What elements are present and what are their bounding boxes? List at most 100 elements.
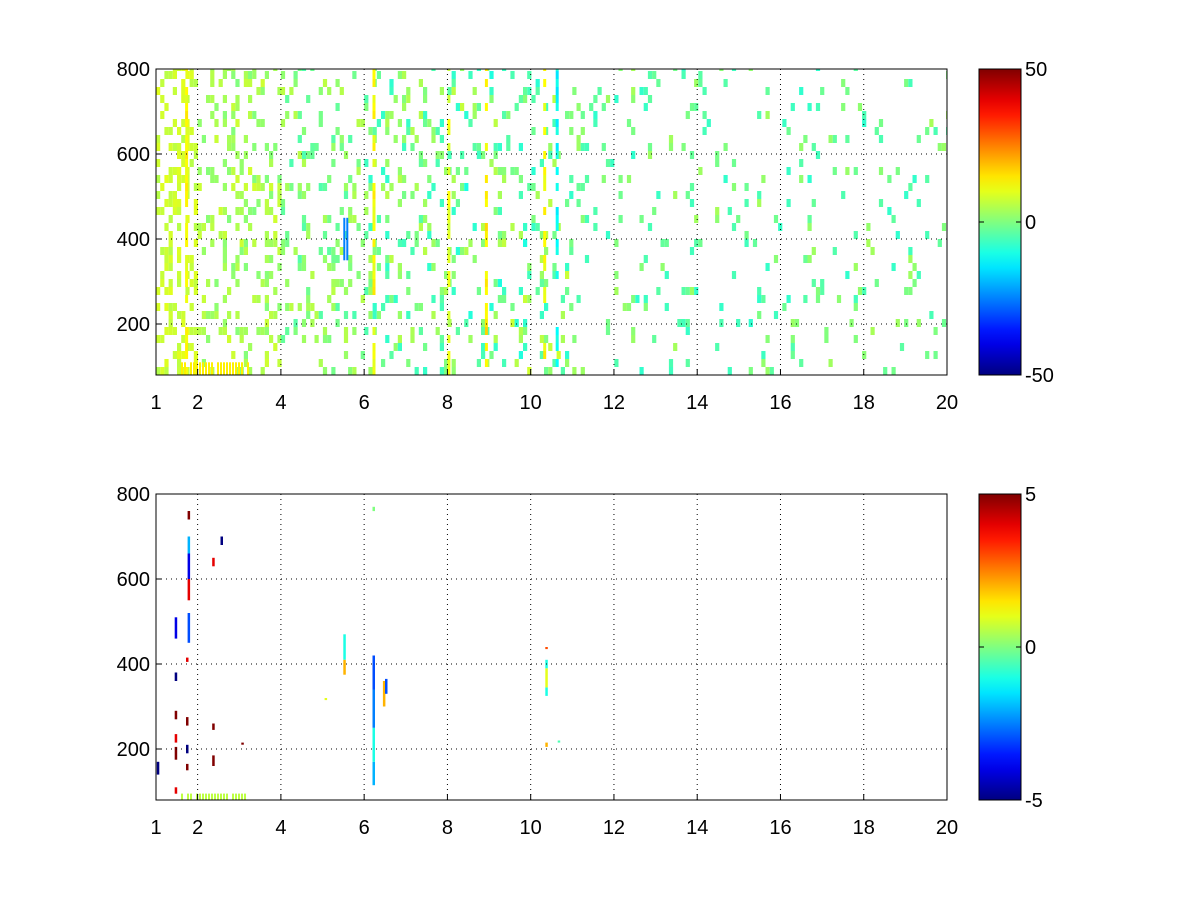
heatmap-cell [493, 279, 498, 287]
heatmap-cell [264, 239, 269, 247]
heatmap-cell [252, 207, 257, 215]
heatmap-cell [502, 287, 507, 295]
heatmap-cell [631, 327, 636, 335]
heatmap-cell [527, 183, 532, 191]
top-grid [156, 69, 947, 375]
heatmap-cell [273, 239, 278, 247]
heatmap-cell [895, 231, 900, 239]
heatmap-cell [484, 69, 488, 71]
heatmap-cell [372, 279, 376, 287]
heatmap-cell [527, 367, 532, 375]
heatmap-cell [164, 255, 169, 263]
heatmap-cell [531, 183, 536, 191]
x-tick-label: 2 [192, 392, 203, 414]
heatmap-cell [539, 335, 544, 343]
heatmap-cell [548, 199, 553, 207]
heatmap-cell [862, 119, 867, 127]
heatmap-cell [168, 127, 173, 135]
bottom-axes-frame [155, 493, 948, 801]
heatmap-cell [239, 167, 244, 175]
heatmap-cell [555, 69, 559, 71]
heatmap-cell [489, 95, 494, 103]
heatmap-cell [301, 335, 307, 343]
heatmap-cell [264, 207, 269, 215]
heatmap-cell [757, 311, 762, 319]
heatmap-cell [576, 103, 581, 111]
heatmap-cell [584, 175, 590, 183]
heatmap-cell [569, 191, 574, 199]
heatmap-cell [306, 287, 311, 295]
heatmap-cell [523, 319, 528, 327]
heatmap-cell [285, 111, 290, 119]
heatmap-cell [460, 151, 465, 159]
heatmap-cell [535, 79, 540, 87]
heatmap-cell [185, 175, 189, 183]
heatmap-cell [256, 175, 261, 183]
heatmap-cell [418, 111, 423, 119]
heatmap-cell [435, 239, 440, 247]
heatmap-cell [273, 69, 278, 71]
heatmap-cell [397, 167, 402, 175]
heatmap-cell [322, 367, 328, 375]
heatmap-cell [773, 215, 779, 223]
heatmap-cell [285, 183, 290, 191]
heatmap-cell [222, 119, 227, 127]
heatmap-cell [580, 111, 585, 119]
heatmap-cell [301, 151, 307, 159]
heatmap-cell [832, 247, 837, 255]
heatmap-cell [435, 127, 440, 135]
heatmap-cell [803, 295, 808, 303]
heatmap-cell [185, 87, 189, 95]
heatmap-cell [543, 151, 547, 159]
heatmap-cell [887, 175, 892, 183]
heatmap-cell [381, 303, 386, 311]
heatmap-cell [773, 311, 779, 319]
heatmap-cell [189, 279, 194, 287]
heatmap-cell [248, 71, 253, 79]
heatmap-cell [439, 199, 444, 207]
heatmap-cell [218, 207, 223, 215]
heatmap-cell [264, 359, 269, 367]
heatmap-cell [168, 215, 173, 223]
heatmap-cell [916, 135, 921, 143]
heatmap-cell [502, 359, 507, 367]
heatmap-cell [472, 87, 477, 95]
heatmap-cell [185, 103, 189, 111]
heatmap-cell [327, 263, 332, 271]
heatmap-segment [343, 659, 346, 675]
heatmap-cell [214, 279, 219, 287]
heatmap-cell [925, 231, 930, 239]
heatmap-cell [460, 69, 465, 71]
heatmap-cell [269, 191, 274, 199]
heatmap-cell [444, 167, 449, 175]
heatmap-cell [397, 263, 402, 271]
heatmap-cell [235, 367, 240, 375]
heatmap-segment [174, 787, 178, 794]
heatmap-cell [301, 69, 307, 71]
heatmap-cell [472, 143, 477, 151]
heatmap-cell [543, 351, 547, 359]
heatmap-cell [372, 69, 376, 71]
heatmap-cell [527, 271, 532, 279]
heatmap-cell [172, 119, 177, 127]
heatmap-cell [327, 335, 332, 343]
heatmap-cell [172, 87, 177, 95]
heatmap-cell [715, 159, 720, 167]
heatmap-cell [510, 223, 515, 231]
heatmap-cell [481, 343, 486, 351]
heatmap-cell [160, 367, 165, 375]
heatmap-cell [185, 327, 189, 335]
heatmap-cell [185, 271, 189, 279]
heatmap-cell [381, 183, 386, 191]
heatmap-cell [414, 367, 419, 375]
heatmap-cell [786, 167, 791, 175]
heatmap-cell [185, 127, 190, 135]
heatmap-cell [552, 271, 557, 279]
heatmap-cell [201, 295, 206, 303]
heatmap-cell [782, 303, 787, 311]
heatmap-cell [447, 319, 452, 327]
heatmap-cell [895, 167, 900, 175]
heatmap-cell [681, 319, 686, 327]
bottom-colorbar: 5 0 -5 [978, 484, 1043, 812]
heatmap-cell [372, 359, 376, 367]
